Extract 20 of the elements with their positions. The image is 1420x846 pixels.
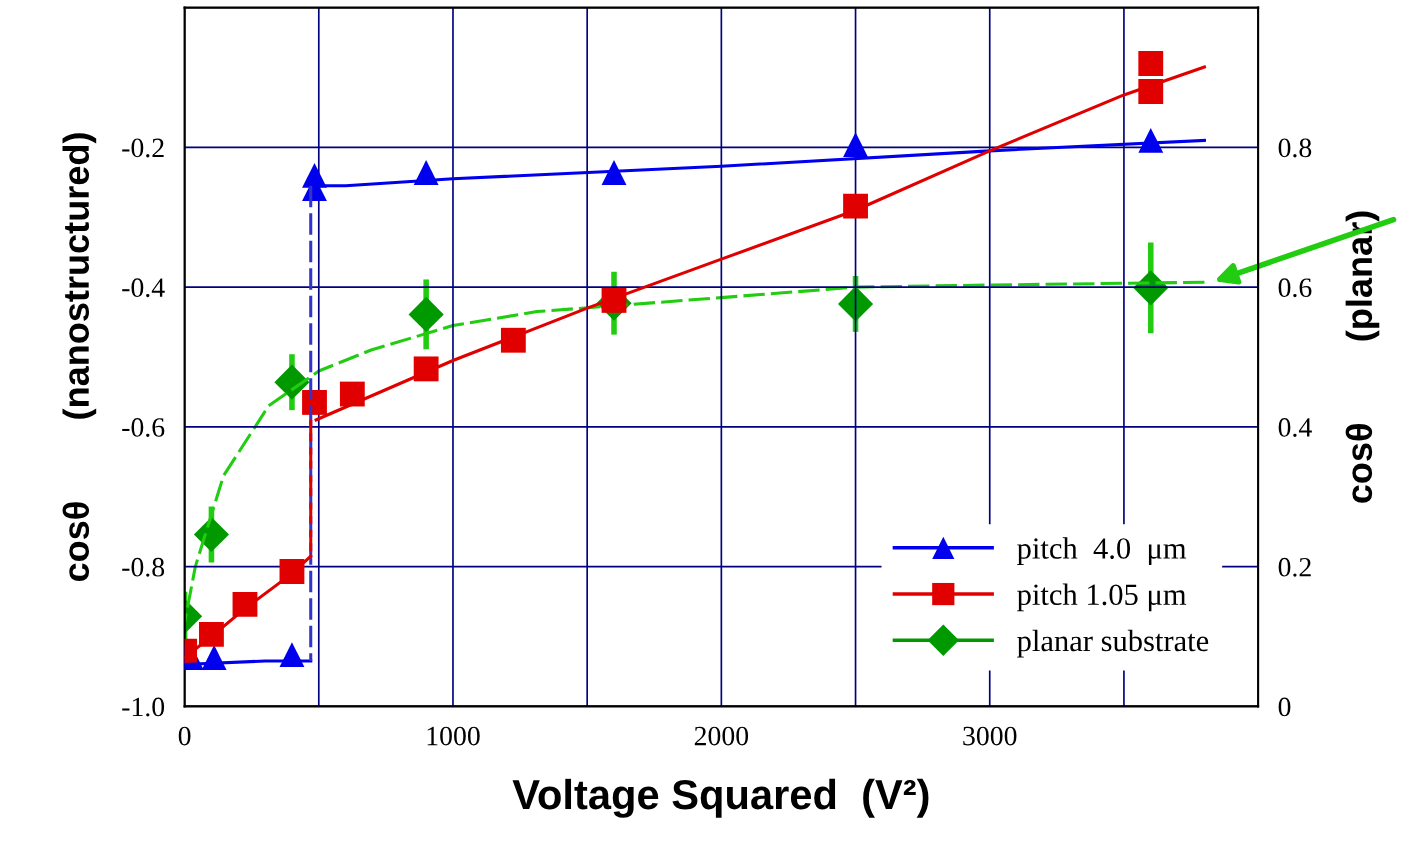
- x-tick-label: 0: [178, 726, 191, 746]
- x-tick-label: 1000: [427, 726, 480, 746]
- y-tick-label: -1.0: [122, 697, 165, 717]
- y2-tick-label: 0: [1278, 697, 1291, 717]
- legend-label: pitch 1.05 μm: [1017, 583, 1187, 612]
- legend-label: planar substrate: [1017, 629, 1209, 658]
- y2-tick-label: 0.8: [1278, 138, 1312, 158]
- x-axis-title: Voltage Squared (V²): [512, 778, 929, 818]
- y-tick-label: -0.8: [122, 557, 165, 577]
- x-tick-label: 3000: [963, 726, 1017, 746]
- y-tick-label: -0.6: [122, 418, 165, 437]
- y-axis-title: cosθ (nanostructured): [62, 133, 97, 582]
- y-tick-label: -0.4: [122, 278, 165, 298]
- y-tick-label: -0.2: [122, 138, 164, 158]
- y2-tick-label: 0.2: [1278, 557, 1311, 577]
- y2-tick-label: 0.6: [1278, 278, 1312, 298]
- legend-label: pitch 4.0 μm: [1017, 537, 1187, 566]
- y2-axis-title: cosθ (planar): [1345, 211, 1380, 503]
- y2-tick-label: 0.4: [1278, 418, 1312, 437]
- x-tick-label: 2000: [694, 726, 749, 746]
